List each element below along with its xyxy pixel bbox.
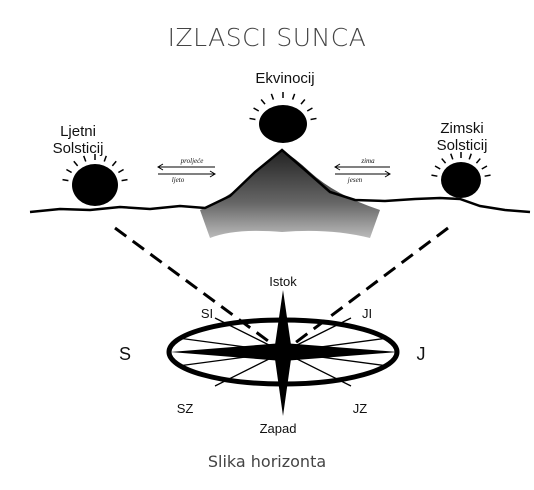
sun-ray (271, 94, 273, 100)
sun-ray (293, 94, 295, 100)
arrow-label: proljeće (180, 157, 204, 165)
sun-ray (431, 175, 437, 176)
sight-line (115, 228, 283, 352)
label: Ekvinocij (255, 70, 314, 87)
sun-ray (442, 159, 446, 164)
sun-ray (261, 99, 265, 104)
compass-label: Zapad (260, 421, 297, 436)
sun-ray (63, 180, 69, 181)
sun-ray (311, 118, 317, 119)
diagram: IZLASCI SUNCA proljeće ljeto zima jesen … (0, 0, 534, 490)
compass-label: J (417, 344, 426, 364)
sun-ray (66, 170, 71, 173)
compass-label: SI (201, 306, 213, 321)
compass-needle (170, 343, 398, 361)
sun-ray (485, 175, 491, 176)
sight-line (283, 228, 448, 352)
compass-label: JZ (353, 401, 368, 416)
label: Ljetni (60, 123, 96, 140)
sun-ray (122, 180, 128, 181)
sun-ray (482, 166, 487, 169)
sun-ray (435, 166, 440, 169)
arrow-label: jesen (347, 176, 363, 184)
arrow (158, 171, 215, 177)
sun-ray (254, 108, 259, 111)
sun (441, 162, 481, 198)
label: Solsticij (437, 137, 488, 154)
compass-label: Istok (269, 274, 297, 289)
title: IZLASCI SUNCA (168, 23, 367, 52)
label: Zimski (440, 120, 483, 137)
sun-ray (112, 161, 116, 166)
sun-ray (118, 170, 123, 173)
page: {"header": {"title": "IZLASCI SUNCA"}, "… (0, 0, 534, 490)
sun (259, 105, 307, 143)
sun-ray (476, 159, 480, 164)
compass-label: S (119, 344, 131, 364)
mountain (200, 150, 380, 238)
compass-label: JI (362, 306, 372, 321)
label: Solsticij (53, 140, 104, 157)
arrow-label: zima (360, 157, 375, 165)
sun-ray (469, 154, 471, 160)
compass-label: SZ (177, 401, 194, 416)
arrow (335, 171, 390, 177)
caption: Slika horizonta (208, 452, 326, 471)
sun-ray (104, 156, 106, 162)
sun-ray (451, 154, 453, 160)
sun (72, 164, 118, 206)
sun-ray (307, 108, 312, 111)
sun-ray (250, 118, 256, 119)
arrow-label: ljeto (172, 176, 185, 184)
sun-ray (301, 99, 305, 104)
sun-ray (74, 161, 78, 166)
